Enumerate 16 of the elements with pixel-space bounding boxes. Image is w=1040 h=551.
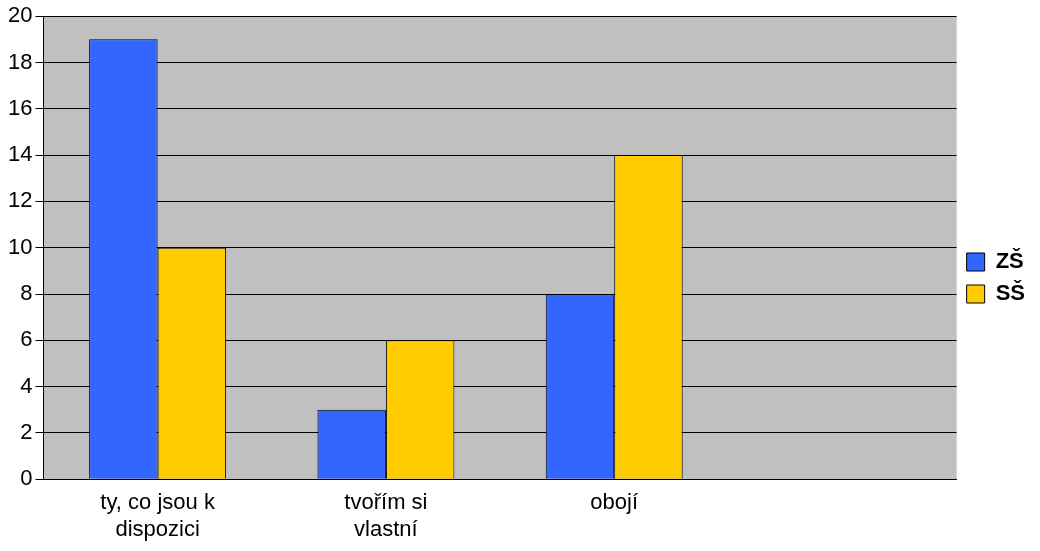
y-tick-label: 18 bbox=[7, 48, 33, 74]
y-tick-label: 10 bbox=[7, 233, 33, 259]
y-tick-label: 6 bbox=[20, 326, 33, 352]
x-tick-label: tvořím si vlastní bbox=[344, 489, 428, 541]
y-tick-label: 16 bbox=[7, 94, 33, 120]
y-tick-label: 0 bbox=[20, 465, 33, 491]
y-tick-label: 2 bbox=[20, 418, 33, 444]
y-tick-label: 12 bbox=[7, 187, 33, 213]
legend-label: ZŠ bbox=[995, 248, 1024, 274]
x-tick-label: obojí bbox=[590, 489, 639, 515]
x-tick-label: ty, co jsou k dispozici bbox=[100, 489, 216, 541]
y-tick-label: 8 bbox=[20, 280, 33, 306]
legend-label: SŠ bbox=[995, 280, 1026, 306]
y-tick-label: 14 bbox=[7, 141, 33, 167]
y-tick-label: 20 bbox=[7, 2, 33, 28]
y-tick-label: 4 bbox=[20, 372, 33, 398]
